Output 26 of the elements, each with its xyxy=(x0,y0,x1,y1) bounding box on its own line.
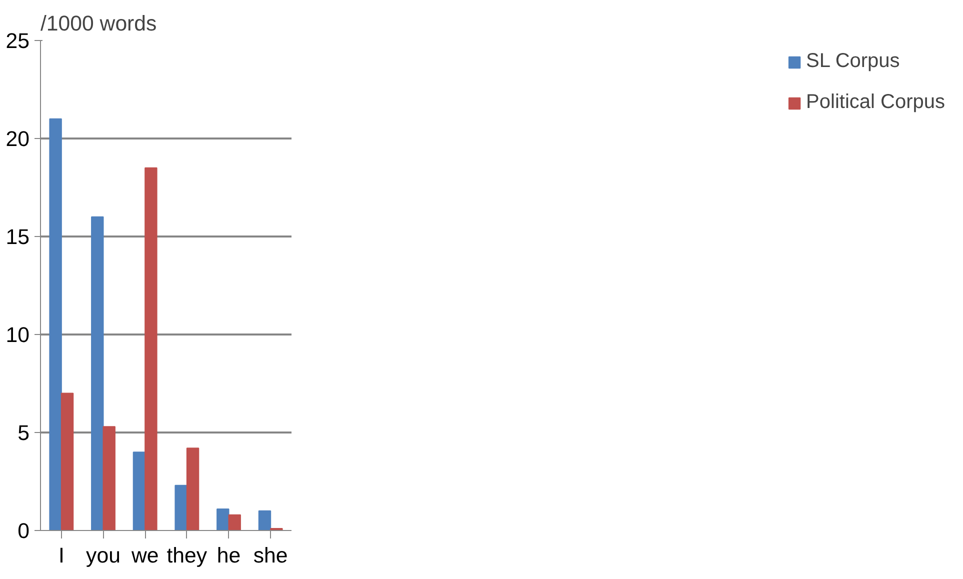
bar xyxy=(174,484,188,530)
bar xyxy=(49,118,62,530)
legend-label: SL Corpus xyxy=(806,50,900,73)
x-tick-label: he xyxy=(216,544,241,568)
y-tick-label: 15 xyxy=(6,225,30,249)
bar xyxy=(102,426,116,530)
x-tick-label: she xyxy=(253,544,288,568)
y-tick-label: 20 xyxy=(6,127,30,151)
y-tick-label: 0 xyxy=(18,519,30,543)
bar xyxy=(216,508,230,530)
bar xyxy=(132,452,146,530)
bar xyxy=(186,448,200,530)
y-tick-label: 10 xyxy=(6,323,30,347)
x-tick-label: I xyxy=(58,544,64,568)
y-tick-label: 25 xyxy=(6,29,30,53)
x-tick-label: they xyxy=(166,544,208,568)
y-axis-title: /1000 words xyxy=(40,12,157,36)
y-tick-label: 5 xyxy=(18,421,30,445)
x-tick-label: we xyxy=(130,544,159,568)
bar xyxy=(91,216,104,530)
bar xyxy=(60,392,74,530)
legend-label: Political Corpus xyxy=(806,91,945,114)
bar xyxy=(258,510,272,530)
bar xyxy=(228,514,241,530)
bar xyxy=(144,167,158,530)
x-tick-label: you xyxy=(86,544,120,568)
